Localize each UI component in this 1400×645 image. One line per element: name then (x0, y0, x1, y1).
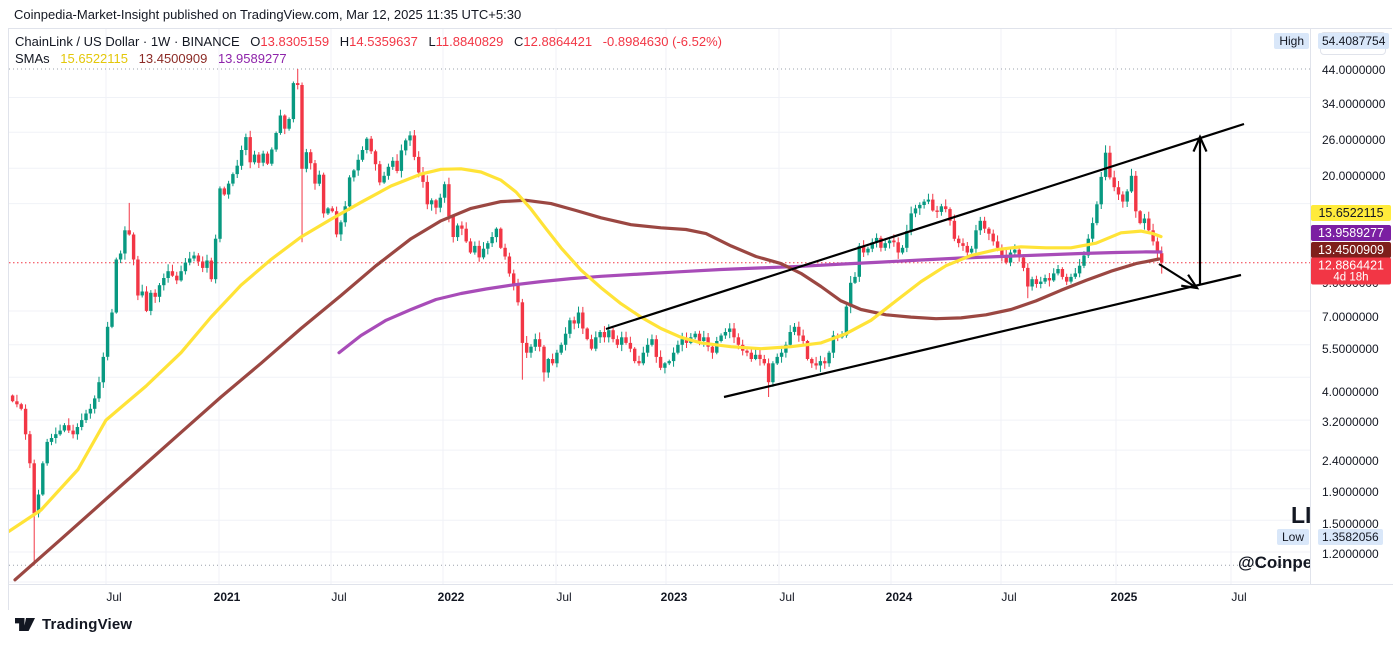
tradingview-logo-icon (15, 618, 35, 631)
chart-card: ChainLink / US Dollar · 1W · BINANCE O13… (8, 28, 1393, 610)
ohlc-open-label: O (250, 34, 261, 49)
price-scale[interactable]: USD 44.000000034.000000026.000000020.000… (1310, 29, 1393, 584)
candlestick-chart (9, 29, 1310, 584)
ohlc-close-value: 12.8864421 (523, 34, 593, 49)
sma-yellow-value: 15.6522115 (60, 51, 129, 66)
price-tick: 3.2000000 (1322, 415, 1379, 430)
time-tick-2025: 2025 (1110, 590, 1138, 604)
chart-plot-area[interactable]: ChainLink / US Dollar · 1W · BINANCE O13… (9, 29, 1310, 584)
current-price-label: 12.8864421 4d 18h (1311, 257, 1391, 285)
tradingview-footer[interactable]: TradingView (14, 616, 132, 633)
time-tick-jul: Jul (1231, 590, 1247, 604)
time-tick-2021: 2021 (213, 590, 241, 604)
high-value-label: 54.4087754 (1318, 32, 1390, 49)
change-value: -0.8984630 (-6.52%) (602, 34, 722, 49)
ohlc-high-value: 14.5359637 (349, 34, 418, 49)
sma-legend-label[interactable]: SMAs (15, 51, 50, 66)
price-tick: 26.0000000 (1322, 133, 1386, 148)
ohlc-high-label: H (339, 34, 350, 49)
tradingview-logo-text: TradingView (42, 616, 133, 633)
price-tick: 7.0000000 (1322, 309, 1379, 324)
low-value-label: 1.3582056 (1318, 529, 1383, 546)
time-tick-2024: 2024 (885, 590, 913, 604)
chart-legend: ChainLink / US Dollar · 1W · BINANCE O13… (15, 34, 722, 66)
symbol-title[interactable]: ChainLink / US Dollar · 1W · BINANCE (15, 34, 240, 49)
price-tick: 44.0000000 (1322, 62, 1386, 77)
ohlc-low-label: L (428, 34, 436, 49)
price-tick: 2.4000000 (1322, 453, 1379, 468)
time-tick-jul: Jul (106, 590, 122, 604)
time-tick-jul: Jul (556, 590, 572, 604)
sma-price-label: 13.4500909 (1311, 242, 1391, 258)
ohlc-close-label: C (514, 34, 524, 49)
time-tick-2023: 2023 (660, 590, 688, 604)
bar-countdown: 4d 18h (1333, 271, 1369, 284)
ohlc-low-value: 11.8840829 (435, 34, 504, 49)
author-watermark: @Coinpedia (1238, 553, 1310, 572)
sma-purple-value: 13.9589277 (217, 51, 287, 66)
time-tick-jul: Jul (331, 590, 347, 604)
time-axis[interactable]: Jul 2021 Jul 2022 Jul 2023 Jul 2024 Jul 2025 Jul (9, 584, 1393, 610)
publish-note: Coinpedia-Market-Insight published on Tr… (14, 7, 522, 22)
price-tick: 1.9000000 (1322, 485, 1379, 500)
time-tick-jul: Jul (1001, 590, 1017, 604)
sma-price-label: 13.9589277 (1311, 225, 1391, 241)
sma-maroon-value: 13.4500909 (138, 51, 208, 66)
ohlc-open-value: 13.8305159 (260, 34, 330, 49)
price-tick: 5.5000000 (1322, 342, 1379, 357)
price-tick: 1.5000000 (1322, 516, 1379, 531)
price-tick: 20.0000000 (1322, 168, 1386, 183)
price-tick: 4.0000000 (1322, 385, 1379, 400)
price-tick: 34.0000000 (1322, 97, 1386, 112)
sma-price-label: 15.6522115 (1311, 205, 1391, 221)
time-tick-2022: 2022 (437, 590, 465, 604)
symbol-watermark: LINK (1291, 502, 1310, 528)
price-tick: 1.2000000 (1322, 547, 1379, 561)
time-tick-jul: Jul (779, 590, 795, 604)
high-range-chip: High (1274, 32, 1309, 49)
low-range-chip: Low (1276, 529, 1309, 546)
